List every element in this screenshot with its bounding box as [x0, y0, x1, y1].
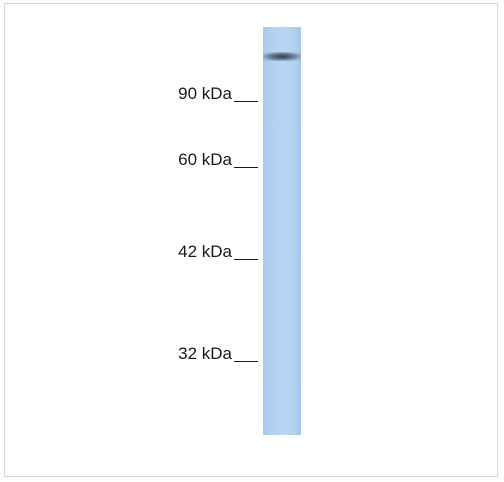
- marker-label: 42 kDa: [178, 242, 232, 261]
- marker-tick: [234, 167, 258, 168]
- marker-tick: [234, 361, 258, 362]
- marker-tick: [234, 101, 258, 102]
- marker-42kda: 42 kDa: [178, 242, 258, 262]
- marker-90kda: 90 kDa: [178, 84, 258, 104]
- protein-band: [263, 52, 301, 61]
- marker-tick: [234, 259, 258, 260]
- marker-60kda: 60 kDa: [178, 150, 258, 170]
- marker-label: 32 kDa: [178, 344, 232, 363]
- marker-label: 60 kDa: [178, 150, 232, 169]
- image-frame: [4, 3, 498, 477]
- blot-lane: [263, 27, 301, 435]
- marker-32kda: 32 kDa: [178, 344, 258, 364]
- marker-label: 90 kDa: [178, 84, 232, 103]
